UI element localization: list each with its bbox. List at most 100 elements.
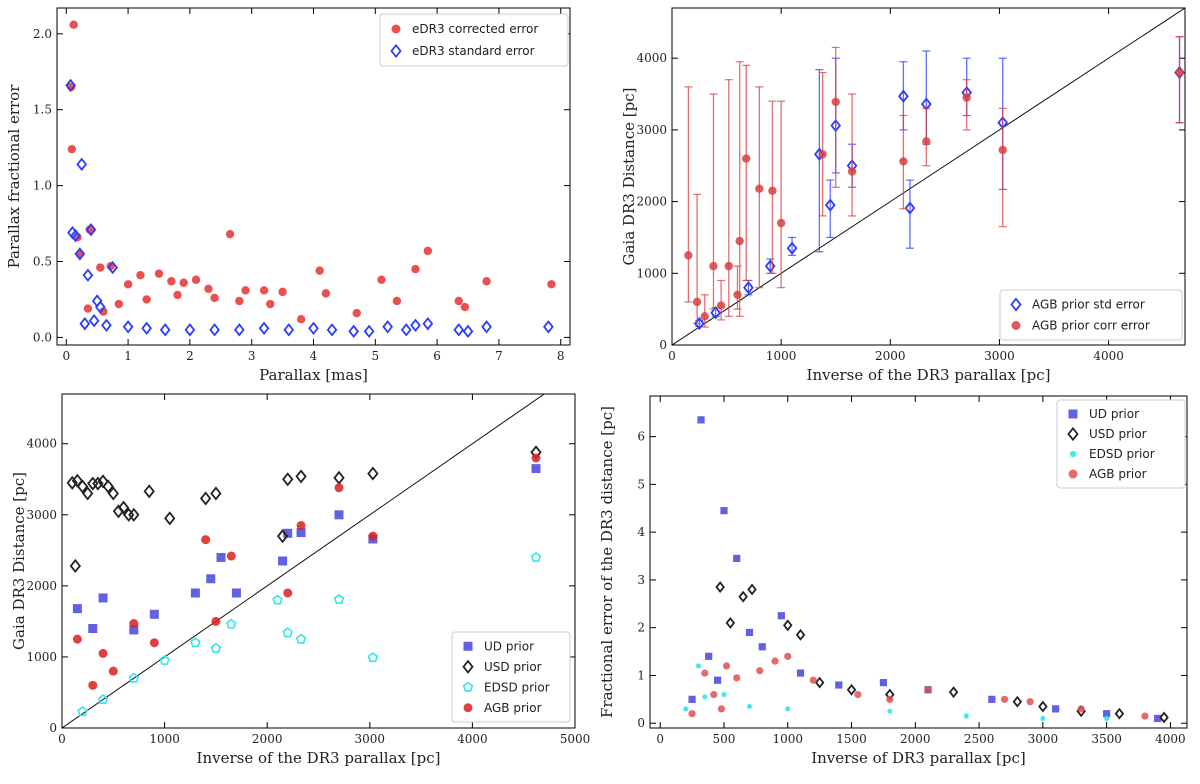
data-point [211, 616, 221, 626]
data-point [709, 261, 718, 271]
legend-box [379, 13, 569, 67]
data-point [295, 469, 307, 484]
data-point [783, 619, 793, 632]
data-point [962, 93, 971, 102]
data-point [1175, 68, 1184, 77]
data-point [1114, 707, 1125, 720]
x-tick-label: 4000 [1155, 732, 1186, 746]
legend-marker [463, 641, 473, 651]
data-point [69, 20, 78, 29]
y-tick-label: 1000 [636, 266, 667, 280]
series-edr3-corrected-error [67, 20, 556, 324]
x-tick-label: 6 [433, 349, 441, 363]
data-point [108, 666, 118, 676]
data-point [99, 307, 108, 316]
series-usd-prior [66, 445, 542, 574]
data-point [1159, 711, 1169, 724]
data-point [899, 157, 908, 166]
y-tick-label: 3 [637, 573, 645, 587]
data-point [1026, 698, 1034, 706]
y-tick-label: 0.5 [33, 255, 52, 269]
data-point [835, 681, 843, 689]
y-tick-label: 5 [637, 477, 645, 491]
x-tick-label: 3000 [1028, 732, 1059, 746]
data-point [74, 247, 86, 261]
data-point [117, 500, 130, 515]
x-tick-label: 1000 [149, 732, 180, 746]
y-tick-label: 1.0 [33, 179, 52, 193]
y-tick-label: 2000 [26, 579, 57, 593]
data-point [209, 323, 220, 337]
axes-frame [671, 7, 1186, 346]
data-point [83, 304, 93, 313]
data-point [352, 308, 361, 318]
data-point [785, 706, 791, 712]
data-point [231, 588, 241, 598]
data-point [334, 510, 344, 520]
data-point [454, 296, 463, 306]
y-tick-label: 0.0 [33, 330, 52, 344]
data-point [226, 551, 236, 561]
data-point [701, 669, 709, 677]
data-point [846, 683, 857, 696]
x-axis-label: Inverse of the DR3 parallax [pc] [197, 749, 441, 767]
data-point [363, 324, 375, 339]
data-point [129, 625, 139, 635]
data-point [107, 260, 118, 275]
axes-frame [56, 7, 571, 346]
data-point [210, 642, 222, 653]
data-point [282, 627, 293, 638]
data-point [278, 556, 288, 566]
y-axis-label: Gaia DR3 Distance [pc] [10, 472, 28, 650]
legend-label: USD prior [1089, 427, 1147, 441]
data-point [831, 97, 840, 107]
y-tick-label: 2000 [636, 195, 667, 209]
data-point [715, 581, 725, 594]
data-point [72, 634, 82, 644]
legend-marker [462, 659, 474, 674]
data-point [777, 612, 785, 620]
x-tick-label: 2500 [964, 732, 995, 746]
data-point [720, 507, 728, 515]
data-point [688, 695, 696, 703]
data-point [776, 218, 786, 228]
data-point [67, 144, 77, 154]
series-agb-prior-std-error [693, 36, 1185, 331]
legend: UD prior USD prior EDSD prior AGB prior [1056, 399, 1186, 489]
data-point [717, 705, 726, 713]
x-tick-label: 4000 [1093, 349, 1124, 363]
legend-marker [390, 43, 402, 59]
x-tick-label: 500 [713, 732, 736, 746]
data-point [368, 531, 378, 541]
plot-area [672, 8, 1185, 345]
data-point [745, 628, 754, 637]
data-point [1038, 700, 1048, 713]
data-point [716, 301, 726, 310]
data-point [1012, 695, 1023, 708]
data-point [69, 558, 81, 574]
data-point [334, 483, 344, 493]
x-tick-label: 4 [310, 349, 318, 363]
data-point [167, 277, 176, 286]
data-point [296, 520, 306, 530]
axes-frame [61, 393, 576, 729]
data-point [206, 574, 216, 584]
legend-marker [462, 681, 474, 692]
data-point [756, 667, 764, 675]
data-point [179, 278, 188, 287]
series-ud-prior [688, 416, 1162, 723]
data-point [199, 491, 212, 506]
data-point [259, 286, 269, 295]
data-point [721, 692, 727, 698]
data-point [283, 528, 293, 538]
one-to-one-line [62, 394, 546, 728]
legend-label: EDSD prior [484, 680, 550, 694]
y-axis-label: Fractional error of the DR3 distance [pc… [598, 406, 616, 718]
series-edr3-standard-error [65, 78, 554, 339]
data-point [88, 624, 98, 634]
data-point [755, 184, 764, 193]
data-point [422, 317, 434, 331]
x-tick-label: 0 [668, 349, 676, 363]
data-point [173, 290, 182, 300]
